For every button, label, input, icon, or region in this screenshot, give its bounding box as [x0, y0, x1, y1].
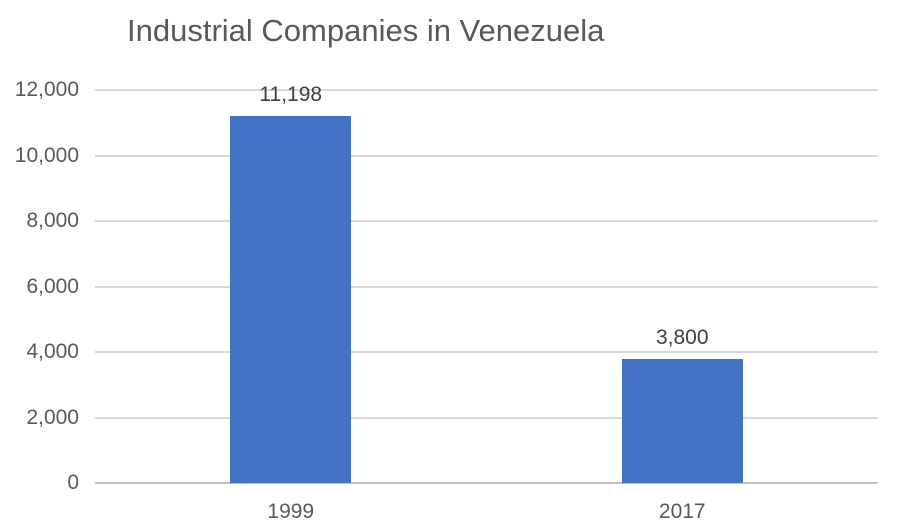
- bar-value-label: 3,800: [655, 325, 709, 349]
- x-axis-line: [95, 482, 878, 484]
- y-tick-label: 0: [67, 471, 79, 494]
- y-tick-label: 4,000: [26, 340, 79, 363]
- x-tick-label: 2017: [658, 500, 706, 523]
- gridline: [95, 220, 878, 222]
- gridline: [95, 416, 878, 419]
- x-tick-label: 1999: [267, 500, 315, 523]
- y-tick-label: 10,000: [14, 143, 79, 167]
- bar: [230, 116, 352, 483]
- bar: [621, 358, 743, 483]
- y-tick-label: 6,000: [26, 274, 79, 298]
- y-tick-label: 8,000: [26, 209, 79, 232]
- bar-value-label: 11,198: [259, 83, 323, 107]
- gridline: [95, 154, 878, 157]
- gridline: [95, 351, 878, 353]
- gridline: [95, 89, 878, 91]
- gridline: [95, 285, 878, 288]
- y-tick-label: 12,000: [14, 78, 79, 101]
- y-tick-label: 2,000: [26, 405, 79, 429]
- chart-title: Industrial Companies in Venezuela: [127, 13, 605, 48]
